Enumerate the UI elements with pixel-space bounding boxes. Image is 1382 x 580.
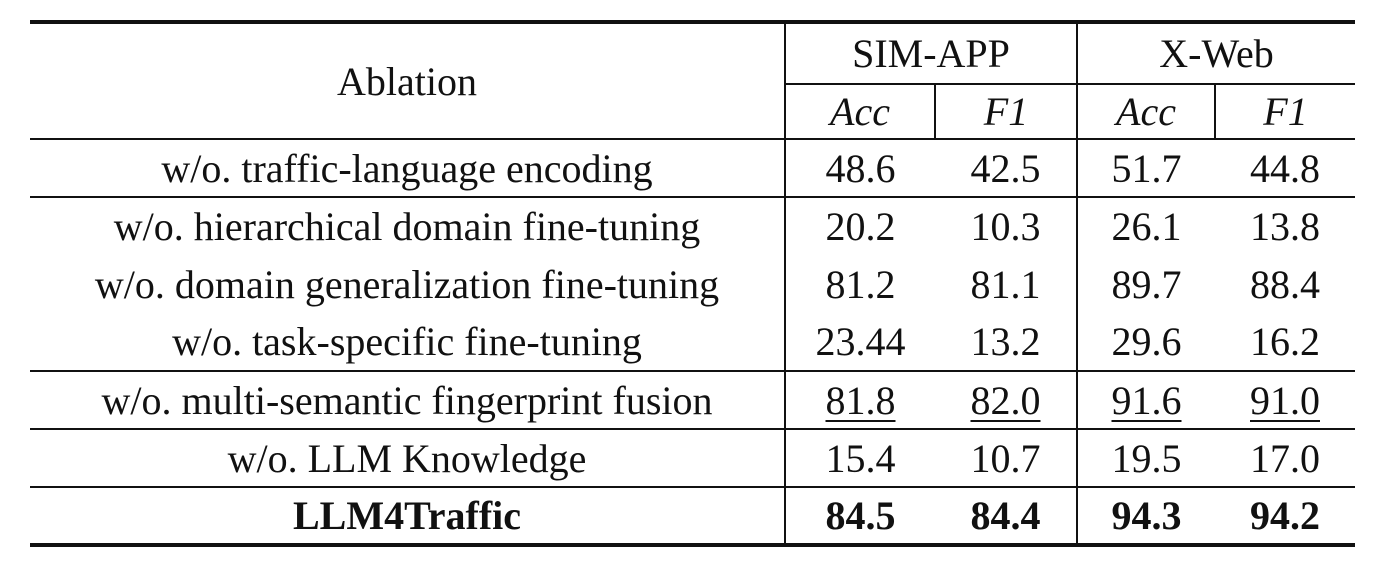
cell-value: 81.1 — [970, 261, 1041, 307]
underlined-value: 91.0 — [1250, 377, 1320, 423]
cell-value-underlined: 91.0 — [1215, 370, 1356, 429]
cell-value: 48.6 — [784, 138, 935, 197]
cell-value: 81.2 — [784, 255, 935, 313]
table-row: w/o. task-specific fine-tuning 23.44 13.… — [30, 313, 1355, 371]
header-metric: F1 — [1213, 83, 1356, 139]
header-group-sim-app: SIM-APP — [784, 20, 1077, 84]
cell-value: 10.7 — [935, 428, 1077, 487]
cell-value: 26.1 — [1076, 196, 1215, 255]
cell-value: 94.3 — [1076, 486, 1215, 547]
header-metric: Acc — [784, 83, 935, 139]
table-row: w/o. LLM Knowledge 15.4 10.7 19.5 17.0 — [30, 428, 1356, 487]
cell-value: 13.8 — [1215, 196, 1356, 255]
cell-value: 89.7 — [1076, 255, 1215, 313]
cell-value-underlined: 91.6 — [1076, 370, 1215, 429]
cell-value: 10.3 — [935, 196, 1077, 255]
ablation-table-container: Ablation SIM-APP X-Web Acc F1 Acc F1 w/o… — [30, 20, 1356, 547]
row-label: LLM4Traffic — [30, 486, 785, 547]
underlined-value: 81.8 — [825, 377, 896, 423]
header-metric: Acc — [1076, 83, 1215, 139]
cell-value: 23.44 — [784, 313, 935, 371]
cell-value: 94.2 — [1215, 486, 1356, 547]
header-row-metrics: Acc F1 Acc F1 — [30, 83, 1356, 139]
cell-value-underlined: 82.0 — [935, 370, 1077, 429]
cell-value: 15.4 — [784, 428, 935, 487]
cell-value-underlined: 81.8 — [784, 370, 935, 429]
cell-value: 84.5 — [784, 486, 935, 547]
header-metric: F1 — [934, 83, 1077, 139]
row-label: w/o. LLM Knowledge — [30, 428, 785, 487]
row-label: w/o. domain generalization fine-tuning — [94, 261, 720, 307]
table-row: w/o. traffic-language encoding 48.6 42.5… — [30, 138, 1356, 197]
ablation-table: Ablation SIM-APP X-Web Acc F1 Acc F1 w/o… — [30, 20, 1356, 547]
cell-value: 13.2 — [970, 319, 1041, 364]
row-label: w/o. task-specific fine-tuning — [172, 319, 642, 364]
cell-value: 29.6 — [1076, 313, 1215, 371]
cell-value: 44.8 — [1215, 138, 1356, 197]
row-label: w/o. traffic-language encoding — [30, 138, 785, 197]
header-row-groups: Ablation SIM-APP X-Web — [30, 20, 1356, 139]
underlined-value: 82.0 — [970, 377, 1041, 423]
underlined-value: 91.6 — [1111, 377, 1182, 423]
table-row-final-model: LLM4Traffic 84.5 84.4 94.3 94.2 — [30, 486, 1356, 547]
table-row: w/o. domain generalization fine-tuning 8… — [30, 255, 1355, 313]
table-row: w/o. hierarchical domain fine-tuning 20.… — [30, 196, 1356, 255]
cell-value: 20.2 — [784, 196, 935, 255]
cell-value: 17.0 — [1215, 428, 1356, 487]
row-label: w/o. hierarchical domain fine-tuning — [30, 196, 785, 255]
cell-value: 19.5 — [1076, 428, 1215, 487]
header-group-x-web: X-Web — [1075, 20, 1356, 84]
cell-value: 84.4 — [935, 486, 1077, 547]
header-ablation: Ablation — [30, 20, 785, 139]
cell-value: 51.7 — [1076, 138, 1215, 197]
cell-value: 42.5 — [935, 138, 1077, 197]
cell-value: 88.4 — [1250, 261, 1320, 307]
cell-value: 16.2 — [1250, 319, 1320, 364]
row-label: w/o. multi-semantic fingerprint fusion — [30, 370, 785, 429]
table-row: w/o. multi-semantic fingerprint fusion 8… — [30, 370, 1356, 429]
